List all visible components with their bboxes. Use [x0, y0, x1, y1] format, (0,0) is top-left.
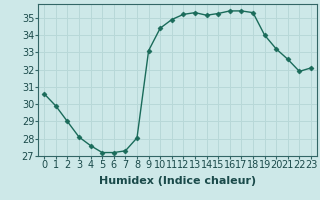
X-axis label: Humidex (Indice chaleur): Humidex (Indice chaleur) — [99, 176, 256, 186]
